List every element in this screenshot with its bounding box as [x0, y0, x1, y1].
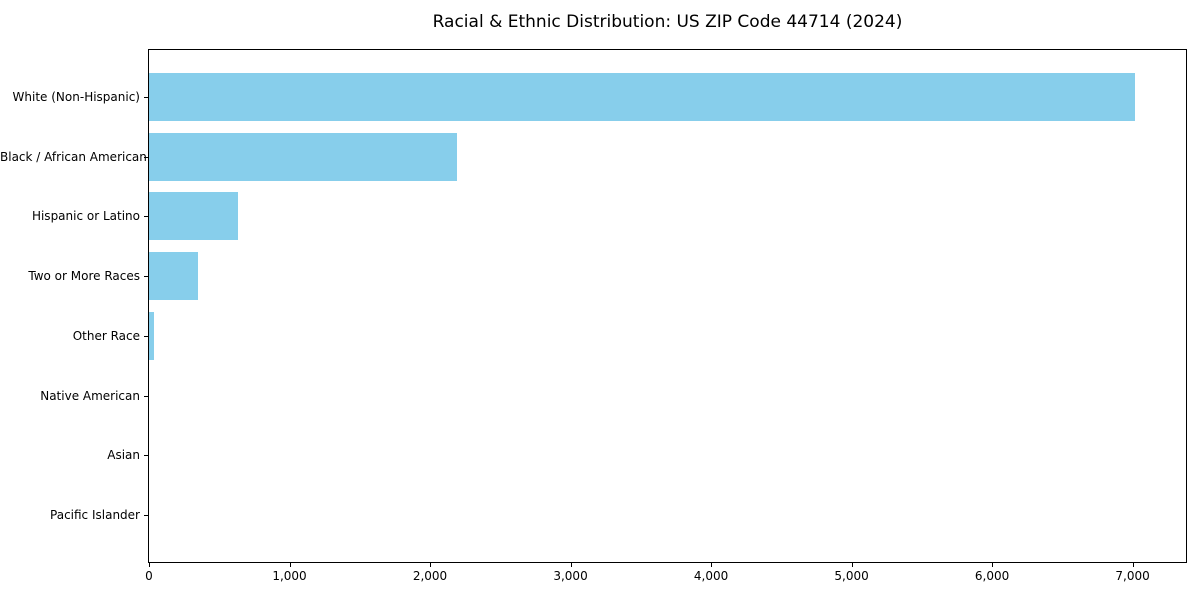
x-tick-mark	[852, 563, 853, 567]
y-tick-label: Asian	[107, 448, 140, 463]
x-tick-label: 2,000	[412, 569, 448, 583]
y-tick-label: Other Race	[72, 328, 140, 343]
bar-two-or-more-races	[149, 252, 199, 301]
y-tick-label: Pacific Islander	[50, 508, 140, 523]
y-tick-mark	[144, 396, 148, 397]
y-tick-mark	[144, 336, 148, 337]
y-tick-label: White (Non-Hispanic)	[12, 89, 140, 104]
x-tick-label: 6,000	[974, 569, 1010, 583]
x-tick-label: 5,000	[834, 569, 869, 583]
y-tick-mark	[144, 157, 148, 158]
chart-title: Racial & Ethnic Distribution: US ZIP Cod…	[432, 12, 903, 32]
x-tick-mark	[711, 563, 712, 567]
y-tick-label: Native American	[40, 388, 140, 403]
x-tick-mark	[571, 563, 572, 567]
x-tick-label: 0	[145, 569, 153, 583]
x-tick-label: 3,000	[553, 569, 588, 583]
bar-hispanic-or-latino	[149, 192, 238, 241]
x-tick-label: 1,000	[272, 569, 307, 583]
x-tick-label: 4,000	[693, 569, 729, 583]
x-tick-mark	[1133, 563, 1134, 567]
y-tick-mark	[144, 515, 148, 516]
y-tick-mark	[144, 97, 148, 98]
y-tick-label: Hispanic or Latino	[31, 209, 140, 224]
bar-other-race	[149, 311, 154, 360]
x-tick-label: 7,000	[1115, 569, 1150, 583]
x-tick-mark	[430, 563, 431, 567]
y-tick-mark	[144, 455, 148, 456]
bar-white-non-hispanic	[149, 72, 1136, 121]
y-tick-label: Black / African American	[0, 149, 147, 164]
x-tick-mark	[149, 563, 150, 567]
y-tick-mark	[144, 276, 148, 277]
bar-black-african-american	[149, 132, 457, 181]
plot-area	[148, 49, 1187, 563]
x-tick-mark	[290, 563, 291, 567]
y-tick-label: Two or More Races	[28, 269, 140, 284]
y-tick-mark	[144, 216, 148, 217]
x-tick-mark	[992, 563, 993, 567]
